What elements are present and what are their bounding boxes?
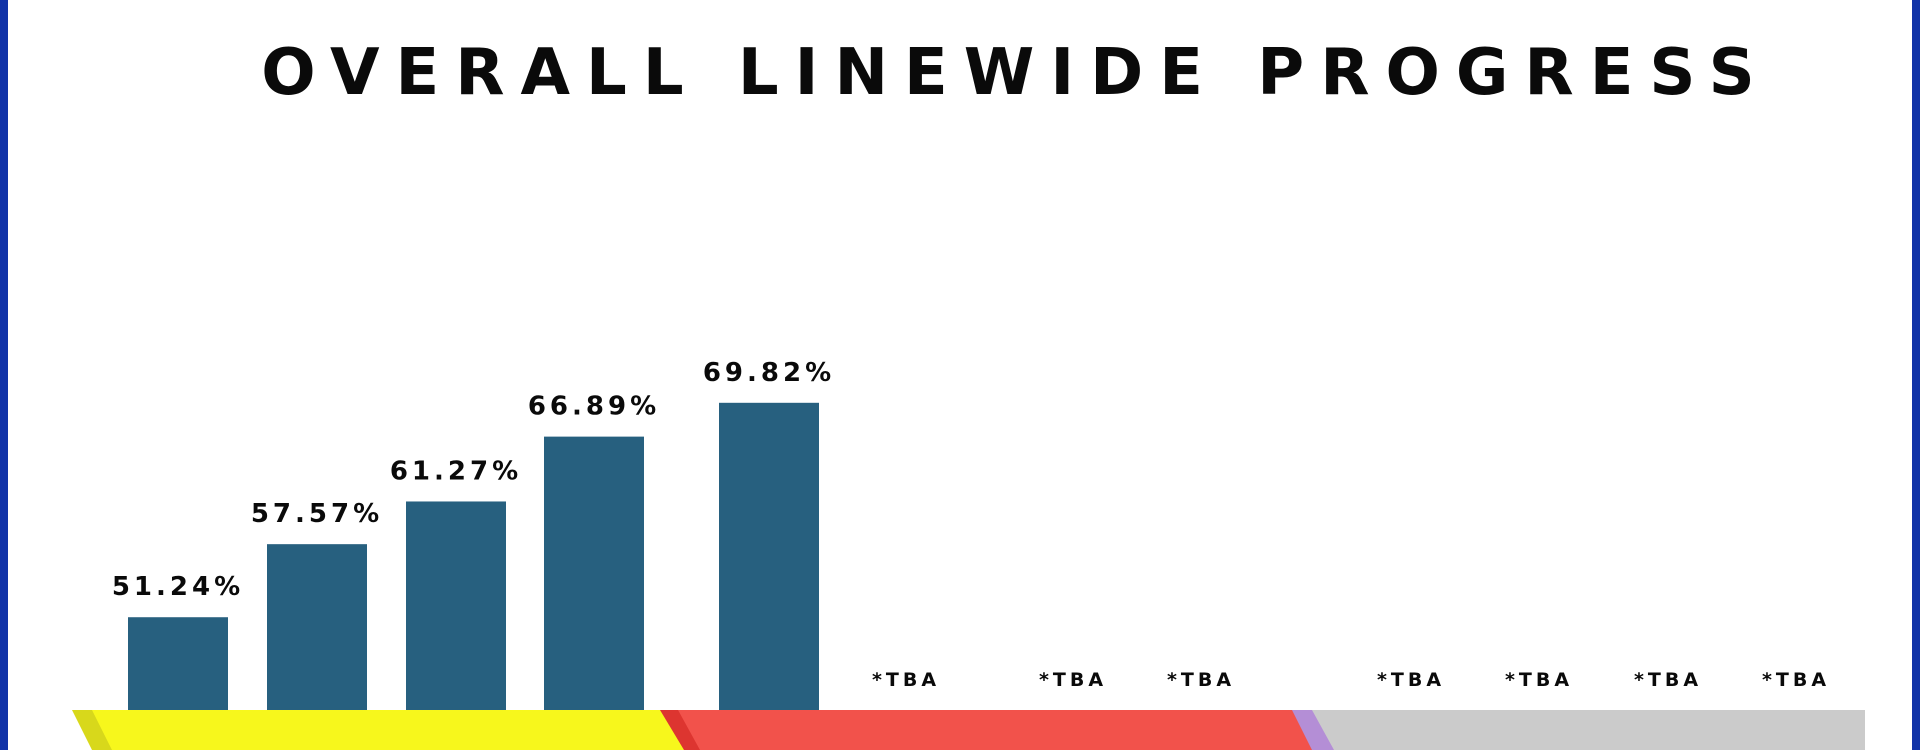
data-label: 57.57% (251, 499, 383, 529)
tba-label: *TBA (1377, 669, 1445, 691)
bar-series (128, 402, 819, 710)
data-label: 66.89% (528, 392, 660, 422)
bar (128, 617, 228, 710)
bar (719, 402, 819, 710)
data-label: 61.27% (390, 456, 522, 486)
frame-left-border (0, 0, 8, 750)
tba-label: *TBA (1634, 669, 1702, 691)
frame-right-border (1912, 0, 1920, 750)
data-labels: 51.24% 57.57%61.27% 66.89% 69.82% *TBA *TBA *T… (112, 358, 1830, 691)
data-label: 69.82% (703, 358, 835, 388)
bar (544, 436, 644, 710)
phase-band-red (678, 710, 1334, 750)
tba-label: *TBA (1505, 669, 1573, 691)
tba-label: *TBA (1167, 669, 1235, 691)
data-label: 51.24% (112, 572, 244, 602)
tba-label: *TBA (872, 669, 940, 691)
tba-label: *TBA (1039, 669, 1107, 691)
tba-label: *TBA (1762, 669, 1830, 691)
bar (406, 501, 506, 710)
bar (267, 544, 367, 710)
phase-band-gray (1312, 710, 1865, 750)
phase-bands (72, 710, 1865, 750)
phase-band-yellow (92, 710, 690, 750)
chart-title: OVERALL LINEWIDE PROGRESS (261, 36, 1771, 110)
